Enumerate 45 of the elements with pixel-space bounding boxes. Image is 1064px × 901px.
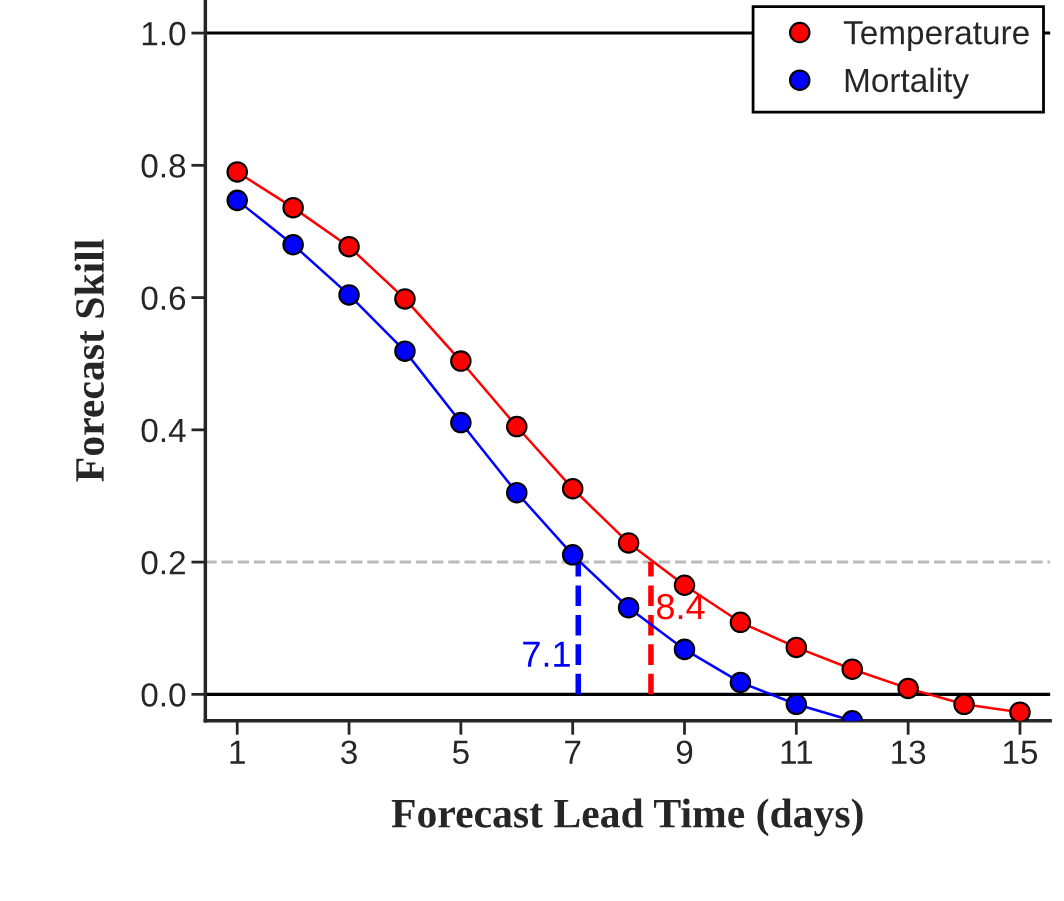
point — [561, 544, 584, 566]
x-axis-title: Forecast Lead Time (days) — [391, 798, 863, 837]
point — [282, 233, 304, 256]
y-tick-label: 0.4 — [141, 418, 186, 443]
x-tick-label: 7 — [565, 740, 581, 764]
point — [394, 340, 416, 362]
x-tick-label: 5 — [452, 740, 469, 765]
point — [226, 189, 248, 212]
point — [729, 611, 752, 634]
point — [673, 638, 696, 661]
point — [561, 477, 584, 500]
y-tick-label: 0.8 — [141, 154, 186, 178]
x-tick-label: 11 — [781, 740, 813, 764]
annotation: 8.4 — [657, 593, 705, 620]
y-axis-title: Forecast Skill — [74, 239, 105, 482]
point — [226, 161, 248, 183]
point — [450, 350, 472, 372]
y-tick-label: 0.0 — [141, 683, 186, 707]
point — [394, 288, 416, 310]
y-tick-label: 1.0 — [142, 21, 186, 46]
point — [1009, 701, 1031, 721]
point — [506, 481, 528, 504]
point — [338, 235, 360, 258]
legend-label: Temperature — [843, 21, 1029, 52]
y-tick-label: 0.6 — [141, 286, 186, 310]
x-tick-label: 15 — [1003, 740, 1038, 765]
point — [282, 196, 304, 219]
x-tick-label: 9 — [676, 740, 693, 765]
x-tick-label: 1 — [230, 740, 245, 764]
point — [617, 532, 640, 554]
legend-label: Mortality — [845, 67, 969, 99]
point — [506, 415, 528, 438]
x-tick-label: 13 — [892, 740, 926, 765]
point — [841, 658, 864, 680]
point — [729, 671, 752, 694]
point — [785, 693, 808, 716]
point — [897, 677, 919, 700]
x-tick-label: 3 — [341, 740, 357, 765]
point — [953, 693, 975, 716]
annotation: 7.1 — [523, 641, 570, 667]
y-tick-label: 0.2 — [141, 550, 185, 575]
point — [450, 411, 472, 434]
point — [785, 636, 808, 659]
point — [617, 596, 640, 619]
point — [338, 284, 360, 306]
